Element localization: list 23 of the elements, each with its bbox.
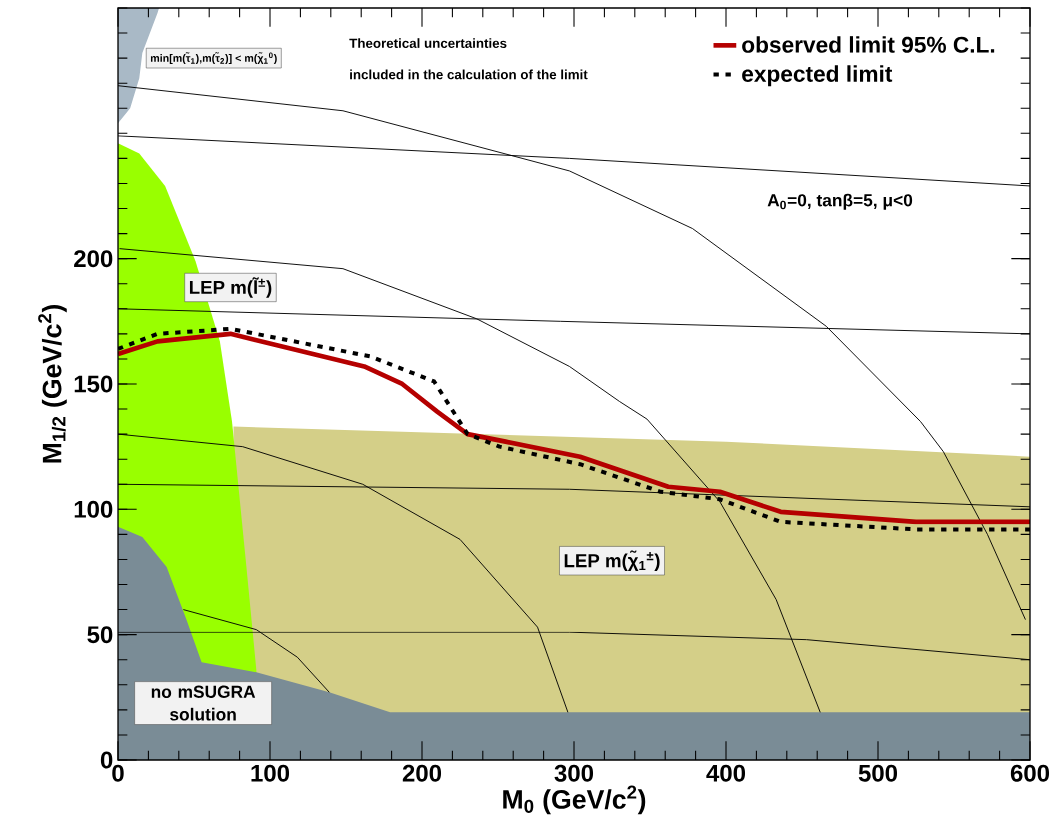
x-tick-label: 300: [554, 764, 594, 782]
annotation: min[m(τ̃$_{1}$),m(τ̃$_{2}$)] < m(χ̃$_{1}$$^{0}$): [150, 52, 277, 65]
y-tick-label: 150: [74, 375, 113, 393]
annotation: LEP m(l̃$^{±}$): [189, 277, 272, 298]
x-tick-label: 0: [112, 764, 124, 782]
x-axis-title: M$_{0}$ (GeV/c$^{2}$): [503, 785, 646, 815]
y-tick-label: 200: [74, 250, 113, 268]
y-axis-title: M$_{1/2}$ (GeV/c$^{2}$): [38, 305, 67, 463]
legend-label: expected limit: [742, 65, 893, 87]
y-tick-label: 50: [87, 626, 113, 644]
annotation: A$_{0}$=0, tanβ=5, μ<0: [767, 193, 913, 210]
x-tick-label: 500: [858, 764, 898, 782]
annotation: Theoretical uncertainties: [349, 38, 507, 48]
annotation: no mSUGRA solution: [151, 685, 256, 721]
y-tick-label: 0: [100, 751, 113, 769]
y-tick-label: 100: [74, 500, 113, 518]
annotation: included in the calculation of the limit: [350, 69, 588, 80]
x-tick-label: 600: [1010, 764, 1050, 782]
legend-label: observed limit 95% C.L.: [742, 36, 995, 53]
x-tick-label: 200: [402, 764, 442, 782]
x-tick-label: 400: [706, 764, 746, 782]
annotation: LEP m(χ̃$_{1}$$^{±}$): [564, 550, 660, 571]
x-tick-label: 100: [251, 764, 290, 782]
